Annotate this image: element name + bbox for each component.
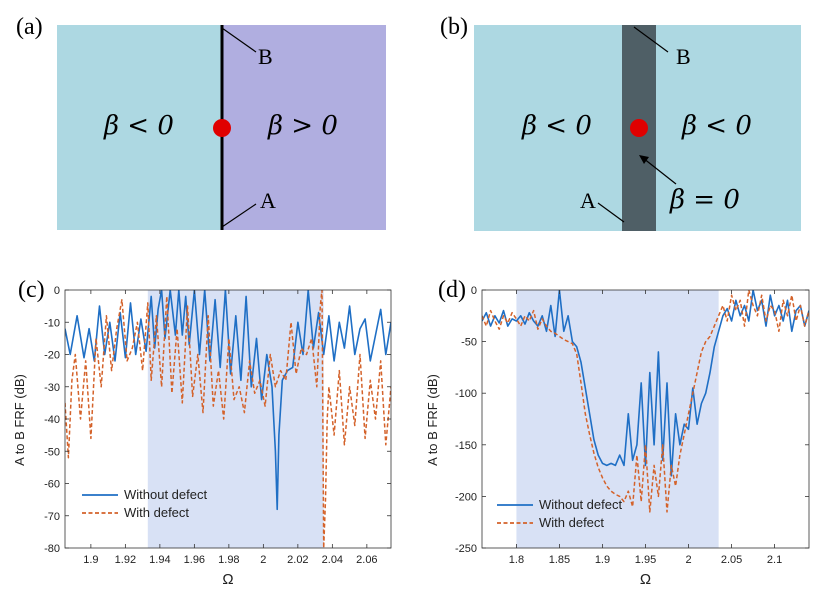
panel-a-pointer-b — [221, 27, 257, 53]
x-tick-label: 1.94 — [149, 554, 170, 566]
panel-b-strip-arrow — [642, 157, 677, 185]
panel-a-point-b: B — [258, 44, 273, 69]
series-line-with-defect — [65, 290, 391, 548]
y-tick-label: -30 — [44, 382, 60, 394]
x-tick-label: 1.9 — [595, 554, 610, 566]
y-tick-label: -50 — [461, 337, 477, 349]
x-tick-label: 1.85 — [549, 554, 570, 566]
panel-b-label: (b) — [440, 14, 468, 40]
x-tick-label: 1.98 — [218, 554, 239, 566]
panel-a-right-region — [222, 25, 386, 230]
x-tick-label: 2.06 — [356, 554, 377, 566]
panel-b-strip-arrowhead — [639, 155, 649, 164]
x-tick-label: 1.8 — [509, 554, 524, 566]
y-tick-label: -100 — [455, 388, 477, 400]
panel-b-point-a: A — [580, 188, 596, 213]
panel-a-label: (a) — [16, 14, 43, 40]
y-tick-label: -50 — [44, 446, 60, 458]
series-line-with-defect — [482, 290, 809, 513]
panel-b-strip-label: β = 0 — [669, 185, 740, 215]
panel-b-left-label: β < 0 — [521, 111, 592, 141]
panel-b-pointer-a — [597, 202, 625, 223]
x-tick-label: 1.92 — [115, 554, 136, 566]
panel-b: (b) B A β < 0 β < 0 β = 0 — [440, 14, 801, 231]
panel-d-label: (d) — [438, 277, 466, 303]
x-axis-label: Ω — [222, 571, 233, 588]
panel-b-point-b: B — [676, 44, 691, 69]
y-axis-label: A to B FRF (dB) — [425, 374, 440, 466]
x-tick-label: 2.04 — [322, 554, 343, 566]
y-tick-label: -60 — [44, 479, 60, 491]
x-tick-label: 2 — [260, 554, 266, 566]
x-tick-label: 2 — [685, 554, 691, 566]
panel-b-pointer-b — [633, 26, 669, 53]
panel-c-label: (c) — [18, 277, 45, 303]
y-tick-label: 0 — [471, 285, 477, 297]
y-tick-label: -200 — [455, 491, 477, 503]
legend-label: With defect — [539, 515, 604, 530]
chart-c: 1.9 1.92 1.94 1.96 1.98 2 2.02 2.04 2.06 0 -10 -20 -… — [12, 285, 392, 588]
y-tick-label: 0 — [54, 285, 60, 297]
y-axis-label: A to B FRF (dB) — [12, 374, 27, 466]
panel-b-excitation-dot — [630, 119, 648, 137]
x-tick-label: 2.05 — [721, 554, 742, 566]
x-tick-label: 1.9 — [83, 554, 98, 566]
y-tick-label: -20 — [44, 350, 60, 362]
x-tick-label: 2.1 — [767, 554, 782, 566]
legend-label: Without defect — [124, 487, 207, 502]
y-tick-label: -80 — [44, 543, 60, 555]
panel-c: (c) 1.9 1.92 1.94 1.96 1.98 2 2.02 2.04 2.06 0 -10… — [12, 277, 392, 588]
y-tick-label: -70 — [44, 511, 60, 523]
y-tick-label: -10 — [44, 317, 60, 329]
panel-a-pointer-a — [221, 203, 257, 228]
chart-d: 1.8 1.85 1.9 1.95 2 2.05 2.1 0 -50 -100 -150 -200 -2… — [425, 285, 810, 588]
panel-a-right-label: β > 0 — [267, 111, 338, 141]
y-tick-label: -150 — [455, 440, 477, 452]
x-tick-label: 1.96 — [184, 554, 205, 566]
x-tick-label: 1.95 — [635, 554, 656, 566]
panel-a: (a) B A β < 0 β > 0 — [16, 14, 386, 230]
panel-a-left-label: β < 0 — [103, 111, 174, 141]
x-axis-label: Ω — [640, 571, 651, 588]
panel-a-left-region — [57, 25, 222, 230]
legend-label: Without defect — [539, 497, 622, 512]
panel-a-point-a: A — [260, 188, 276, 213]
panel-d: (d) 1.8 1.85 1.9 1.95 2 2.05 2.1 0 -50 -100 -150 -2… — [425, 277, 810, 588]
panel-b-right-label: β < 0 — [681, 111, 752, 141]
y-tick-label: -250 — [455, 543, 477, 555]
panel-a-excitation-dot — [213, 119, 231, 137]
y-tick-label: -40 — [44, 414, 60, 426]
series-line-without-defect — [482, 290, 809, 477]
legend-label: With defect — [124, 505, 189, 520]
x-tick-label: 2.02 — [287, 554, 308, 566]
bandgap-shading — [516, 290, 719, 548]
